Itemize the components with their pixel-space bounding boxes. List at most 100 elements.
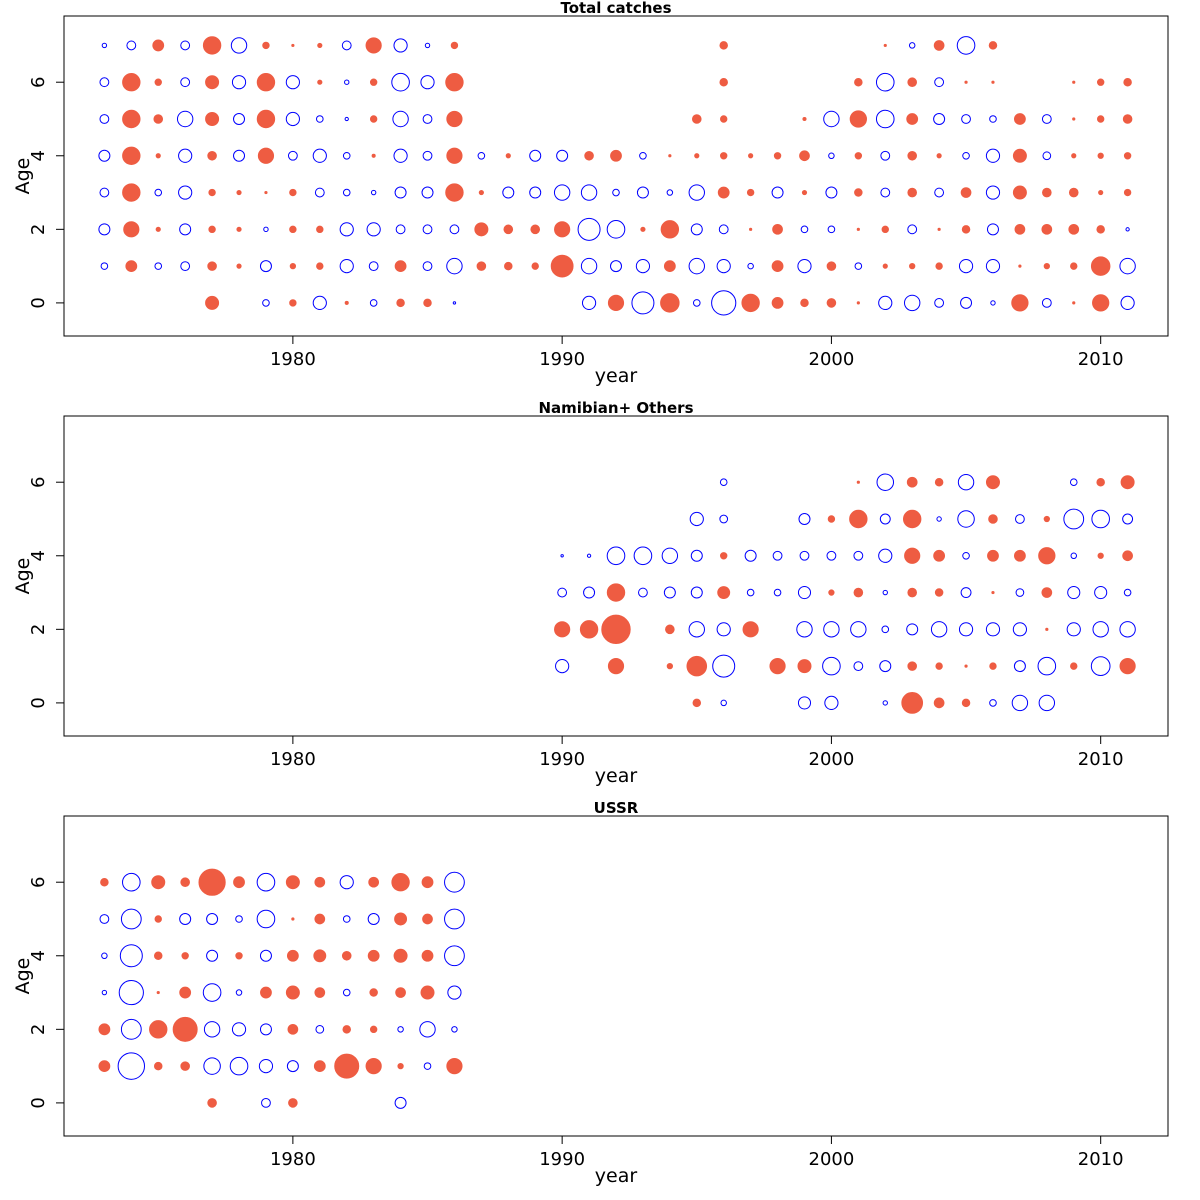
negative-residual-bubble: [957, 474, 975, 491]
panel-title: USSR: [594, 800, 639, 817]
negative-residual-bubble: [989, 115, 997, 123]
negative-residual-bubble: [529, 186, 542, 199]
negative-residual-bubble: [666, 189, 674, 196]
negative-residual-bubble: [690, 586, 703, 599]
positive-residual-bubble: [446, 110, 463, 128]
positive-residual-bubble: [719, 41, 728, 50]
negative-residual-bubble: [154, 188, 163, 197]
negative-residual-bubble: [1041, 114, 1052, 124]
negative-residual-bubble: [744, 549, 757, 562]
positive-residual-bubble: [397, 1062, 404, 1070]
negative-residual-bubble: [824, 695, 839, 710]
positive-residual-bubble: [367, 949, 380, 962]
negative-residual-bubble: [875, 109, 895, 129]
x-tick-label: 2000: [809, 349, 855, 370]
negative-residual-bubble: [960, 296, 973, 309]
positive-residual-bubble: [907, 661, 917, 671]
positive-residual-bubble: [369, 115, 378, 123]
positive-residual-bubble: [720, 552, 728, 560]
positive-residual-bubble: [991, 590, 995, 595]
negative-residual-bubble: [636, 186, 649, 199]
positive-residual-bubble: [907, 187, 917, 198]
negative-residual-bubble: [1119, 621, 1136, 638]
positive-residual-bubble: [235, 952, 243, 960]
positive-residual-bubble: [314, 876, 326, 888]
negative-residual-bubble: [772, 550, 783, 561]
negative-residual-bubble: [154, 262, 163, 270]
negative-residual-bubble: [120, 908, 142, 930]
positive-residual-bubble: [1045, 627, 1049, 631]
positive-residual-bubble: [207, 261, 217, 271]
positive-residual-bubble: [856, 480, 860, 484]
positive-residual-bubble: [1014, 113, 1026, 125]
y-axis-label: Age: [12, 958, 34, 995]
negative-residual-bubble: [1094, 586, 1108, 600]
negative-residual-bubble: [233, 149, 246, 162]
positive-residual-bubble: [799, 150, 810, 162]
positive-residual-bubble: [909, 262, 916, 270]
positive-residual-bubble: [233, 876, 245, 889]
negative-residual-bubble: [720, 699, 727, 707]
negative-residual-bubble: [369, 299, 378, 307]
positive-residual-bubble: [934, 588, 944, 597]
negative-residual-bubble: [719, 514, 729, 524]
positive-residual-bubble: [773, 152, 782, 160]
negative-residual-bubble: [985, 148, 1001, 163]
negative-residual-bubble: [339, 875, 354, 890]
negative-residual-bubble: [690, 223, 703, 236]
positive-residual-bubble: [394, 260, 407, 273]
negative-residual-bubble: [716, 259, 731, 274]
negative-residual-bubble: [394, 186, 407, 199]
positive-residual-bubble: [289, 262, 297, 270]
negative-residual-bubble: [229, 1056, 249, 1076]
negative-residual-bubble: [206, 949, 219, 962]
positive-residual-bubble: [668, 154, 672, 158]
positive-residual-bubble: [686, 655, 708, 677]
positive-residual-bubble: [935, 662, 943, 670]
positive-residual-bubble: [717, 186, 730, 199]
x-tick-label: 1990: [539, 749, 585, 770]
negative-residual-bubble: [580, 184, 598, 201]
positive-residual-bubble: [122, 183, 141, 202]
positive-residual-bubble: [344, 300, 349, 305]
negative-residual-bubble: [397, 1026, 404, 1033]
negative-residual-bubble: [908, 42, 916, 49]
negative-residual-bubble: [344, 79, 350, 85]
positive-residual-bubble: [1123, 188, 1132, 197]
negative-residual-bubble: [934, 297, 945, 308]
x-tick-label: 2010: [1078, 1149, 1124, 1170]
negative-residual-bubble: [881, 625, 890, 634]
x-tick-label: 1980: [270, 1149, 316, 1170]
plot-frame: [63, 15, 1169, 337]
negative-residual-bubble: [1092, 621, 1109, 638]
positive-residual-bubble: [179, 986, 192, 999]
negative-residual-bubble: [120, 1018, 142, 1040]
positive-residual-bubble: [991, 80, 995, 84]
positive-residual-bubble: [394, 912, 408, 926]
negative-residual-bubble: [451, 1026, 458, 1033]
positive-residual-bubble: [205, 111, 220, 126]
positive-residual-bubble: [207, 1098, 217, 1108]
positive-residual-bubble: [749, 227, 753, 231]
positive-residual-bubble: [421, 876, 434, 889]
positive-residual-bubble: [207, 150, 217, 161]
positive-residual-bubble: [606, 583, 626, 602]
positive-residual-bubble: [393, 948, 408, 963]
negative-residual-bubble: [392, 110, 409, 128]
negative-residual-bubble: [420, 75, 435, 90]
negative-residual-bubble: [444, 945, 465, 967]
negative-residual-bubble: [419, 1021, 436, 1038]
positive-residual-bubble: [901, 692, 924, 714]
positive-residual-bubble: [964, 80, 968, 84]
negative-residual-bubble: [118, 979, 144, 1006]
negative-residual-bubble: [986, 223, 999, 236]
negative-residual-bubble: [339, 222, 354, 237]
positive-residual-bubble: [365, 1058, 382, 1075]
negative-residual-bubble: [985, 259, 1001, 274]
positive-residual-bubble: [935, 262, 943, 270]
negative-residual-bubble: [878, 548, 893, 563]
positive-residual-bubble: [554, 221, 571, 238]
x-axis-label: year: [595, 365, 638, 387]
positive-residual-bubble: [907, 77, 917, 88]
negative-residual-bubble: [880, 150, 891, 161]
